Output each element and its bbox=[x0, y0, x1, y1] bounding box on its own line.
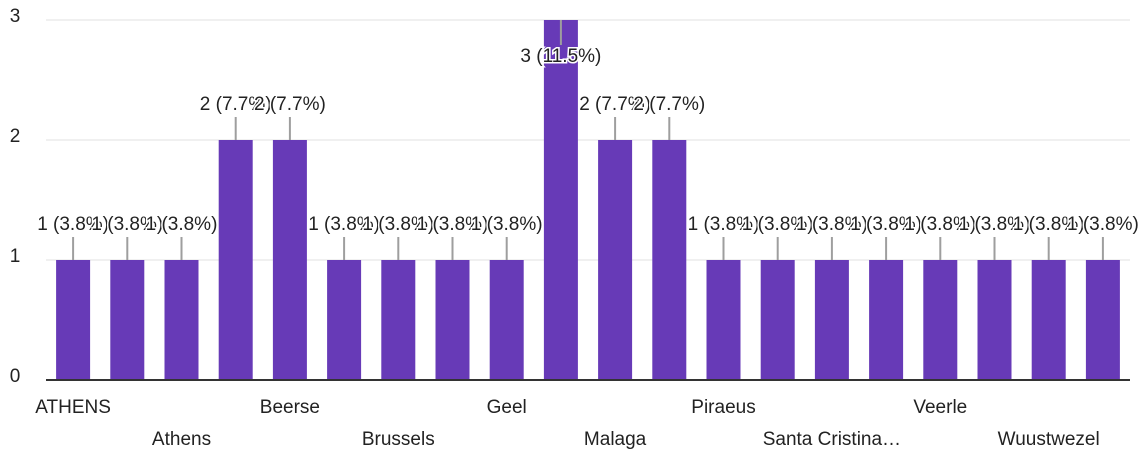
x-tick-label: Veerle bbox=[913, 397, 967, 418]
x-tick-label: Beerse bbox=[260, 397, 320, 418]
data-label: 1 (3.8%) bbox=[688, 214, 760, 235]
x-tick-label: Geel bbox=[487, 397, 527, 418]
bar bbox=[1085, 260, 1120, 380]
data-label: 1 (3.8%) bbox=[796, 214, 868, 235]
data-label: 1 (3.8%) bbox=[146, 214, 218, 235]
bar bbox=[164, 260, 199, 380]
bar bbox=[1031, 260, 1066, 380]
x-tick-label: Wuustwezel bbox=[998, 429, 1100, 450]
x-tick-label: Brussels bbox=[362, 429, 435, 450]
bar bbox=[923, 260, 958, 380]
data-label: 3 (11.5%) bbox=[520, 46, 601, 67]
x-tick-label: ATHENS bbox=[35, 397, 111, 418]
data-label: 1 (3.8%) bbox=[959, 214, 1031, 235]
data-label: 1 (3.8%) bbox=[37, 214, 109, 235]
data-label: 1 (3.8%) bbox=[91, 214, 163, 235]
bar bbox=[381, 260, 416, 380]
data-label: 1 (3.8%) bbox=[471, 214, 543, 235]
bar bbox=[56, 260, 91, 380]
data-label: 1 (3.8%) bbox=[1067, 214, 1139, 235]
bar bbox=[272, 140, 307, 380]
data-label: 1 (3.8%) bbox=[308, 214, 380, 235]
data-label: 2 (7.7%) bbox=[579, 94, 651, 115]
y-tick-label: 1 bbox=[10, 246, 21, 267]
bar bbox=[977, 260, 1012, 380]
data-label: 2 (7.7%) bbox=[200, 94, 272, 115]
x-tick-label: Malaga bbox=[584, 429, 647, 450]
bar bbox=[814, 260, 849, 380]
y-tick-label: 0 bbox=[10, 366, 21, 387]
bar bbox=[435, 260, 470, 380]
x-tick-label: Athens bbox=[152, 429, 211, 450]
bar bbox=[652, 140, 687, 380]
bar bbox=[489, 260, 524, 380]
x-tick-label: Piraeus bbox=[691, 397, 755, 418]
data-label: 1 (3.8%) bbox=[742, 214, 814, 235]
data-label: 1 (3.8%) bbox=[1013, 214, 1085, 235]
bar bbox=[327, 260, 362, 380]
bar bbox=[760, 260, 795, 380]
data-label: 2 (7.7%) bbox=[254, 94, 326, 115]
data-label: 2 (7.7%) bbox=[633, 94, 705, 115]
y-tick-label: 2 bbox=[10, 126, 21, 147]
bar bbox=[869, 260, 904, 380]
bar bbox=[598, 140, 633, 380]
y-tick-label: 3 bbox=[10, 6, 21, 27]
bar bbox=[110, 260, 145, 380]
data-label: 1 (3.8%) bbox=[904, 214, 976, 235]
bar bbox=[218, 140, 253, 380]
data-label: 1 (3.8%) bbox=[850, 214, 922, 235]
data-label: 1 (3.8%) bbox=[417, 214, 489, 235]
bar bbox=[706, 260, 741, 380]
data-label: 1 (3.8%) bbox=[362, 214, 434, 235]
x-tick-label: Santa Cristina… bbox=[763, 429, 901, 450]
bar bbox=[543, 20, 578, 380]
